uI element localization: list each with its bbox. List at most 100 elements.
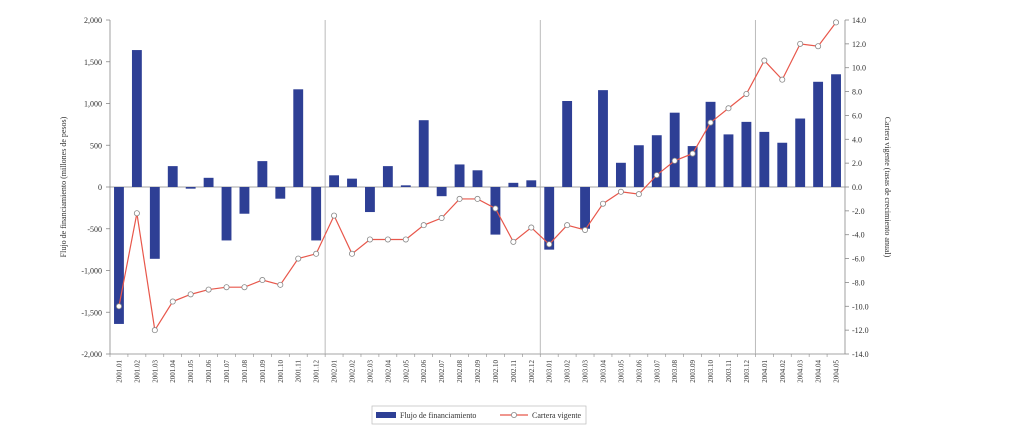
right-axis-title: Cartera vigente (tasas de crecimiento an…	[883, 117, 892, 258]
left-axis-title: Flujo de financiamiento (millones de pes…	[59, 116, 68, 257]
point-cartera	[671, 157, 678, 164]
bar-flujo	[329, 175, 340, 187]
point-cartera	[474, 195, 481, 202]
point-cartera	[564, 222, 571, 229]
point-cartera	[438, 215, 445, 222]
point-cartera	[205, 286, 212, 293]
bar-flujo	[454, 164, 465, 187]
left-tick-label: 2,000	[84, 16, 102, 25]
x-tick-label: 2002.11	[510, 360, 518, 383]
point-cartera	[779, 76, 786, 83]
bar-flujo	[185, 187, 196, 189]
bar-flujo	[436, 187, 447, 197]
x-tick-label: 2002.08	[456, 360, 464, 383]
bar-flujo	[293, 89, 304, 187]
x-tick-label: 2001.02	[133, 360, 141, 383]
legend-box	[371, 405, 587, 425]
bar-flujo	[598, 90, 608, 187]
x-tick-label: 2003.02	[564, 360, 572, 383]
right-tick-label: 10.0	[852, 64, 866, 73]
point-cartera	[833, 19, 840, 26]
legend-label-cartera: Cartera vigente	[532, 411, 582, 420]
point-cartera	[115, 303, 122, 310]
point-cartera	[133, 210, 140, 217]
bar-flujo	[167, 166, 178, 187]
bar-flujo	[221, 187, 232, 241]
right-tick-label: 6.0	[852, 111, 862, 120]
bar-flujo	[347, 178, 357, 187]
x-tick-label: 2003.03	[582, 360, 590, 383]
left-tick-label: 1,500	[84, 58, 102, 67]
x-tick-label: 2001.12	[313, 360, 321, 383]
x-tick-label: 2003.11	[725, 360, 733, 383]
point-cartera	[295, 255, 302, 262]
bar-flujo	[131, 50, 142, 188]
point-cartera	[653, 172, 660, 179]
point-cartera	[617, 188, 624, 195]
x-tick-label: 2001.08	[241, 360, 249, 383]
x-tick-label: 2003.06	[635, 360, 643, 383]
x-tick-label: 2003.08	[671, 360, 679, 383]
right-tick-label: 0.0	[852, 183, 862, 192]
year-separators	[324, 20, 756, 354]
x-tick-label: 2004.01	[761, 360, 769, 383]
x-tick-label: 2002.10	[492, 360, 500, 383]
right-axis-ticks: 14.0 12.0 10.0 8.0 6.0 4.0 2.0 0.0 -2.0 -4.0 -6.0 -…	[845, 16, 869, 359]
x-tick-label: 2001.03	[151, 360, 159, 383]
point-cartera	[151, 327, 158, 334]
right-tick-label: -8.0	[852, 278, 865, 287]
point-cartera	[797, 40, 804, 47]
point-cartera	[815, 43, 822, 50]
point-cartera	[689, 150, 696, 157]
right-tick-label: -14.0	[852, 350, 869, 359]
x-tick-label: 2004.05	[833, 360, 841, 383]
bar-flujo	[526, 180, 537, 187]
bar-flujo	[705, 101, 716, 187]
point-cartera	[510, 238, 517, 245]
bar-flujo	[580, 187, 590, 229]
x-tick-label: 2002.01	[331, 360, 339, 383]
x-tick-label: 2003.05	[617, 360, 625, 383]
x-tick-label: 2004.04	[815, 360, 823, 383]
x-tick-label: 2003.04	[599, 360, 607, 383]
bar-flujo	[418, 120, 429, 187]
bar-flujo	[777, 142, 788, 187]
bar-flujo	[813, 81, 824, 187]
right-tick-label: -6.0	[852, 255, 865, 264]
bar-flujo	[508, 182, 519, 187]
right-tick-label: -12.0	[852, 326, 869, 335]
point-cartera	[331, 212, 338, 219]
bar-flujo	[365, 187, 375, 213]
bar-flujo	[149, 187, 160, 259]
bar-flujo	[831, 74, 841, 187]
point-cartera	[582, 226, 589, 233]
x-tick-label: 2002.04	[384, 360, 392, 383]
legend-swatch-bar	[376, 412, 396, 418]
left-tick-label: 1,000	[84, 100, 102, 109]
x-tick-label: 2004.02	[779, 360, 787, 383]
point-cartera	[187, 291, 194, 298]
bar-flujo	[741, 121, 752, 187]
right-tick-label: 12.0	[852, 40, 866, 49]
left-tick-label: -2,000	[81, 350, 102, 359]
bar-flujo	[633, 145, 644, 187]
left-tick-label: 500	[90, 141, 102, 150]
bar-flujo	[239, 187, 250, 214]
x-tick-label: 2001.09	[259, 360, 267, 383]
x-tick-label: 2002.02	[349, 360, 357, 383]
x-tick-label: 2003.10	[707, 360, 715, 383]
right-tick-label: -4.0	[852, 231, 865, 240]
right-tick-label: -10.0	[852, 302, 869, 311]
bar-flujo	[257, 161, 268, 187]
x-tick-label: 2002.07	[438, 360, 446, 383]
x-tick-label: 2002.06	[420, 360, 428, 383]
point-cartera	[635, 191, 642, 198]
line-series-cartera	[115, 19, 840, 334]
x-tick-label: 2003.09	[689, 360, 697, 383]
point-cartera	[707, 119, 714, 126]
x-tick-label: 2002.12	[528, 360, 536, 383]
point-cartera	[402, 236, 409, 243]
legend-label-flujo: Flujo de financiamiento	[400, 411, 476, 420]
point-cartera	[761, 57, 768, 64]
